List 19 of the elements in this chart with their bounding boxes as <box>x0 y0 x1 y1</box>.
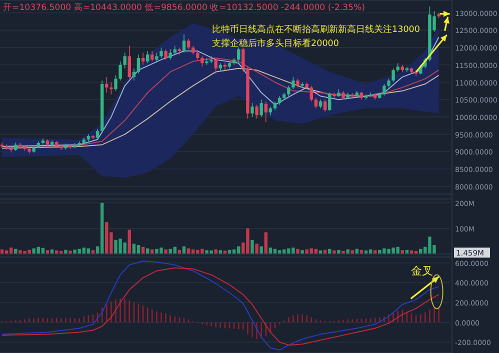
bar <box>68 250 72 254</box>
annotation: 金叉 <box>410 264 433 278</box>
bar <box>150 249 154 254</box>
bar <box>164 249 168 254</box>
bar <box>337 250 340 254</box>
bar <box>255 244 258 254</box>
bar <box>296 248 300 254</box>
bar <box>300 250 304 254</box>
annotation: 支撑企稳后市多头目标看20000 <box>212 38 340 49</box>
bar <box>342 250 345 254</box>
bar <box>346 249 350 254</box>
annotation: 比特币日线高点在不断抬高刷新新高日线关注13000 <box>212 24 420 35</box>
bar <box>332 250 336 254</box>
bar <box>264 232 268 254</box>
bar <box>250 240 254 254</box>
chart-subtitle: 开=10376.5000 高=10443.0000 低=9856.0000 收=10132.5000 -244.0000 (-2.35%) <box>3 2 365 13</box>
bar <box>128 230 131 254</box>
bar <box>64 250 68 254</box>
bar <box>14 248 18 254</box>
